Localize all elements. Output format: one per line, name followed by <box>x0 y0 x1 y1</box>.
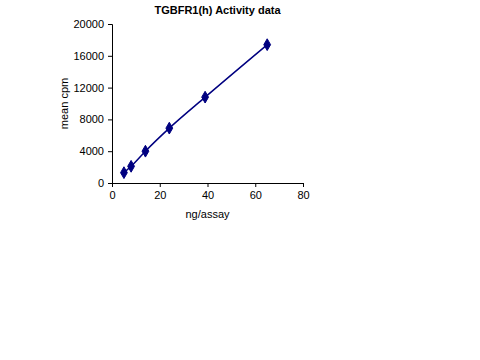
data-point <box>128 160 135 172</box>
y-tick-label: 16000 <box>73 50 104 62</box>
y-tick-mark <box>108 24 112 25</box>
y-tick-mark <box>108 56 112 57</box>
x-tick-mark <box>255 183 256 187</box>
title: TGBFR1(h) Activity data <box>154 4 281 16</box>
y-tick-label: 0 <box>98 177 104 189</box>
data-point <box>202 91 209 103</box>
y-tick: 8000 <box>80 113 112 125</box>
y-tick-mark <box>108 183 112 184</box>
x-tick: 80 <box>297 183 309 201</box>
x-tick-label: 20 <box>154 189 166 201</box>
y-tick: 4000 <box>80 145 112 157</box>
data-point <box>166 122 173 134</box>
y-tick-label: 8000 <box>80 113 104 125</box>
x-tick-label: 60 <box>250 189 262 201</box>
y-tick-mark <box>108 151 112 152</box>
y-axis-line <box>108 25 113 184</box>
y-tick-mark <box>108 88 112 89</box>
x-tick-label: 0 <box>109 189 115 201</box>
y-tick-label: 4000 <box>80 145 104 157</box>
x-tick: 40 <box>202 183 214 201</box>
x-tick-label: 40 <box>202 189 214 201</box>
plot-area <box>121 39 271 179</box>
x-axis-title: ng/assay <box>185 208 230 220</box>
x-tick: 20 <box>154 183 166 201</box>
y-tick: 0 <box>98 177 112 189</box>
data-point <box>121 167 128 179</box>
y-tick: 12000 <box>73 82 112 94</box>
x-axis-line <box>113 184 304 188</box>
x-tick: 60 <box>250 183 262 201</box>
x-tick-label: 80 <box>297 189 309 201</box>
x-tick: 0 <box>109 183 115 201</box>
chart: 0 20 40 60 80 0 4000 8000 12000 16000 20000 TGBFR1(… <box>0 0 480 360</box>
x-tick-mark <box>208 183 209 187</box>
y-tick-mark <box>108 119 112 120</box>
y-axis-title: mean cpm <box>58 78 70 129</box>
x-axis: 0 20 40 60 80 <box>109 183 309 201</box>
y-tick: 16000 <box>73 50 112 62</box>
data-line <box>124 45 267 173</box>
x-tick-mark <box>303 183 304 187</box>
y-tick-label: 20000 <box>73 18 104 30</box>
y-tick-label: 12000 <box>73 82 104 94</box>
data-point <box>142 145 149 157</box>
x-tick-mark <box>160 183 161 187</box>
y-tick: 20000 <box>73 18 112 30</box>
data-point <box>264 39 271 51</box>
y-axis: 0 4000 8000 12000 16000 20000 <box>73 18 112 189</box>
